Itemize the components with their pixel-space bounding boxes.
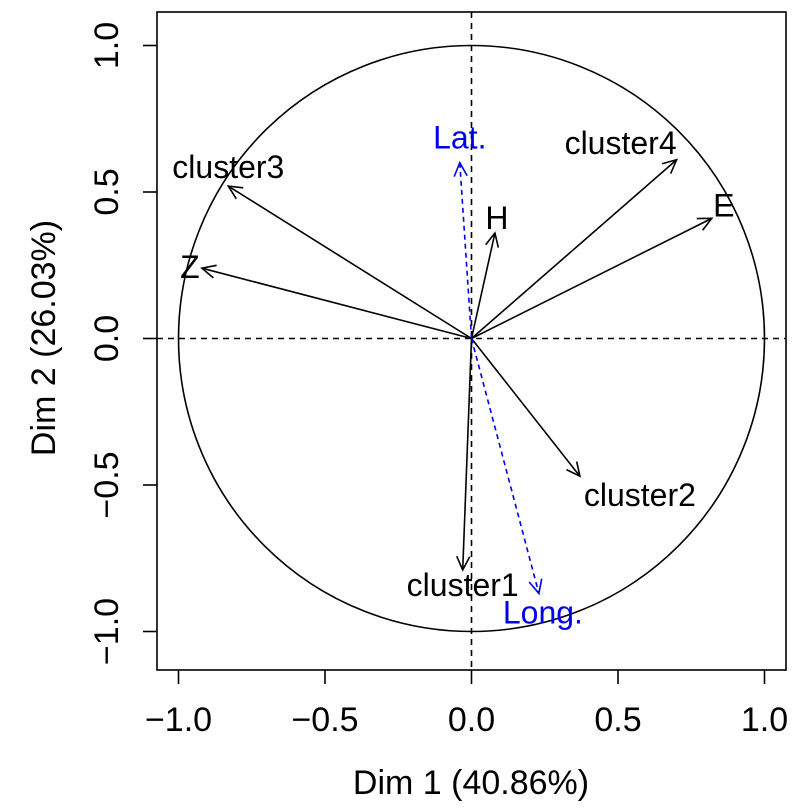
variable-cluster2: cluster2 <box>470 338 696 513</box>
arrow-line <box>458 162 473 339</box>
variable-label: H <box>485 200 508 236</box>
arrow-head <box>528 578 543 596</box>
arrow-head <box>661 158 678 174</box>
variable-lat: Lat. <box>433 120 486 339</box>
variable-e: E <box>471 187 734 340</box>
arrow-line <box>461 338 473 571</box>
variable-label: cluster1 <box>407 567 519 603</box>
x-axis-title: Dim 1 (40.86%) <box>353 764 589 802</box>
arrow-line <box>470 338 581 477</box>
variable-label: cluster3 <box>172 149 284 185</box>
arrow-line <box>471 217 713 340</box>
x-tick-label: −1.0 <box>145 701 212 739</box>
arrow-head <box>200 264 217 279</box>
arrow-head <box>455 555 471 572</box>
variable-label: E <box>713 187 734 223</box>
arrow-line <box>201 267 472 340</box>
variable-label: Z <box>180 249 200 285</box>
arrow-line <box>470 338 540 594</box>
arrow-head <box>485 231 500 248</box>
x-tick-label: 0.5 <box>594 701 641 739</box>
y-tick-label: −0.5 <box>88 451 126 518</box>
y-axis-title: Dim 2 (26.03%) <box>25 220 63 456</box>
variable-cluster4: cluster4 <box>470 125 678 340</box>
arrow-head <box>696 217 714 231</box>
arrow-head <box>453 160 468 177</box>
x-tick-label: −0.5 <box>291 701 358 739</box>
arrow-head <box>226 185 244 200</box>
variable-label: cluster4 <box>565 125 677 161</box>
variable-h: H <box>470 200 508 339</box>
arrow-line <box>227 185 472 340</box>
y-tick-label: 0.5 <box>88 168 126 215</box>
arrow-head <box>566 461 582 478</box>
arrow-line <box>470 159 678 340</box>
variable-label: Long. <box>503 594 583 630</box>
variable-long: Long. <box>470 338 583 630</box>
variable-label: Lat. <box>433 120 486 156</box>
variable-label: cluster2 <box>584 477 696 513</box>
variable-cluster1: cluster1 <box>407 338 519 603</box>
variable-cluster3: cluster3 <box>172 149 472 340</box>
x-tick-label: 0.0 <box>448 701 495 739</box>
axes-layer: −1.0 −0.5 0.0 0.5 1.0 −1.0 −0.5 0.0 0.5 1.0 <box>88 11 788 739</box>
y-tick-label: 0.0 <box>88 315 126 362</box>
x-tick-label: 1.0 <box>741 701 788 739</box>
y-tick-label: 1.0 <box>88 22 126 69</box>
y-tick-label: −1.0 <box>88 598 126 665</box>
variable-z: Z <box>180 249 472 340</box>
arrow-line <box>470 232 496 339</box>
